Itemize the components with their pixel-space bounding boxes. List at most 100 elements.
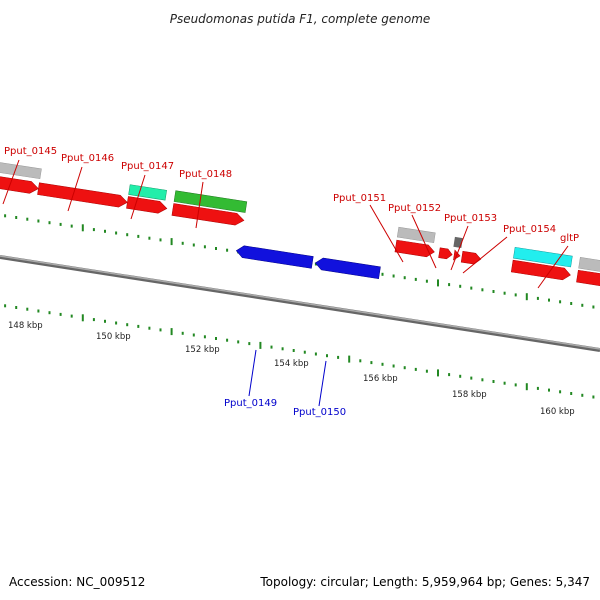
lower-minor-tick bbox=[370, 361, 373, 365]
gene-label-pput0151[interactable]: Pput_0151 bbox=[333, 193, 386, 204]
cds-forward-gltp[interactable] bbox=[576, 269, 600, 292]
feature-gray-pput0151[interactable] bbox=[396, 226, 436, 244]
gene-label-pput0146[interactable]: Pput_0146 bbox=[61, 153, 114, 164]
scale-label-156: 156 kbp bbox=[363, 374, 398, 384]
scale-label-148: 148 kbp bbox=[8, 321, 43, 331]
upper-major-tick bbox=[437, 279, 439, 287]
upper-minor-tick bbox=[314, 262, 317, 266]
lower-minor-tick bbox=[492, 380, 495, 383]
lower-major-tick bbox=[525, 383, 528, 391]
lower-minor-tick bbox=[192, 333, 195, 337]
cds-forward-pput0151[interactable] bbox=[394, 239, 435, 258]
lower-minor-tick bbox=[159, 328, 162, 332]
upper-minor-tick bbox=[381, 272, 384, 276]
lower-minor-tick bbox=[248, 342, 251, 346]
lower-minor-tick bbox=[59, 312, 62, 316]
upper-minor-tick bbox=[48, 221, 51, 225]
gene-label-pput0153[interactable]: Pput_0153 bbox=[444, 213, 497, 224]
cds-forward-pput0145[interactable] bbox=[0, 172, 39, 195]
forward-cds-track bbox=[0, 172, 600, 292]
upper-minor-tick bbox=[15, 216, 18, 219]
cds-reverse-pput0149[interactable] bbox=[235, 245, 314, 269]
upper-minor-tick bbox=[481, 288, 484, 292]
outer-feature-track bbox=[0, 158, 600, 278]
lower-minor-tick bbox=[37, 309, 40, 313]
lower-major-tick bbox=[437, 369, 439, 377]
upper-minor-tick bbox=[148, 236, 151, 240]
upper-minor-tick bbox=[37, 219, 40, 223]
gene-labels: Pput_0145 Pput_0146 Pput_0147 Pput_0148 … bbox=[4, 146, 579, 418]
feature-teal-pput0147[interactable] bbox=[128, 184, 167, 201]
gene-label-pput0149[interactable]: Pput_0149 bbox=[224, 398, 277, 409]
lower-minor-tick bbox=[403, 366, 406, 370]
upper-minor-tick bbox=[425, 279, 428, 283]
upper-minor-tick bbox=[470, 286, 473, 290]
upper-major-tick bbox=[525, 293, 528, 301]
upper-major-tick bbox=[81, 224, 84, 232]
gene-label-pput0150[interactable]: Pput_0150 bbox=[293, 407, 346, 418]
lower-minor-tick bbox=[481, 378, 484, 382]
lower-major-tick bbox=[348, 355, 351, 363]
lower-minor-tick bbox=[392, 364, 395, 368]
lower-minor-tick bbox=[226, 338, 229, 342]
upper-minor-tick bbox=[559, 300, 562, 304]
upper-minor-tick bbox=[514, 293, 517, 297]
gene-label-pput0154[interactable]: Pput_0154 bbox=[503, 224, 556, 235]
genome-summary-text: Topology: circular; Length: 5,959,964 bp… bbox=[259, 575, 590, 589]
upper-minor-tick bbox=[192, 243, 195, 247]
lower-minor-tick bbox=[326, 354, 328, 358]
lower-minor-tick bbox=[137, 324, 140, 328]
feature-cyan-pput0154[interactable] bbox=[513, 246, 573, 268]
lower-minor-tick bbox=[503, 381, 506, 385]
cds-forward-pput0154[interactable] bbox=[510, 259, 571, 281]
upper-minor-tick bbox=[59, 222, 62, 226]
lower-minor-tick bbox=[215, 337, 217, 340]
scale-label-152: 152 kbp bbox=[185, 345, 220, 355]
upper-minor-tick bbox=[492, 290, 495, 293]
lower-minor-tick bbox=[337, 355, 340, 359]
lower-minor-tick bbox=[181, 331, 184, 335]
lower-minor-tick bbox=[548, 388, 550, 392]
lower-minor-tick bbox=[126, 323, 129, 327]
lower-minor-tick bbox=[559, 390, 562, 394]
lower-minor-tick bbox=[281, 347, 284, 351]
forward-leader-lines bbox=[2, 159, 569, 289]
feature-track bbox=[0, 158, 600, 292]
lower-minor-tick bbox=[359, 359, 362, 363]
feature-gray-gltp[interactable] bbox=[578, 257, 600, 278]
lower-tick-marks bbox=[4, 304, 595, 399]
gene-label-gltp[interactable]: gltP bbox=[560, 233, 579, 244]
accession-text: Accession: NC_009512 bbox=[9, 575, 145, 589]
scale-label-160: 160 kbp bbox=[540, 407, 575, 417]
lower-minor-tick bbox=[104, 319, 106, 323]
feature-green-pput0148[interactable] bbox=[173, 190, 248, 213]
lower-minor-tick bbox=[148, 326, 151, 330]
upper-minor-tick bbox=[215, 247, 217, 250]
lower-minor-tick bbox=[292, 349, 295, 352]
upper-minor-tick bbox=[92, 228, 95, 232]
cds-forward-pput0153[interactable] bbox=[460, 251, 482, 265]
feature-gray-1[interactable] bbox=[0, 158, 42, 180]
upper-minor-tick bbox=[226, 248, 229, 252]
cds-forward-a[interactable] bbox=[438, 247, 453, 260]
gene-label-pput0145[interactable]: Pput_0145 bbox=[4, 146, 57, 157]
cds-forward-pput0146[interactable] bbox=[37, 182, 128, 209]
genome-backbone bbox=[0, 255, 600, 352]
map-title: Pseudomonas putida F1, complete genome bbox=[170, 12, 431, 26]
cds-reverse-pput0150[interactable] bbox=[314, 257, 381, 280]
lower-minor-tick bbox=[15, 306, 18, 309]
reverse-leader-lines bbox=[248, 349, 327, 407]
upper-minor-tick bbox=[592, 305, 595, 309]
lower-minor-tick bbox=[26, 307, 29, 311]
cds-forward-pput0148[interactable] bbox=[171, 203, 245, 227]
gene-label-pput0148[interactable]: Pput_0148 bbox=[179, 169, 232, 180]
upper-minor-tick bbox=[159, 238, 162, 242]
upper-minor-tick bbox=[403, 276, 406, 280]
gene-label-pput0152[interactable]: Pput_0152 bbox=[388, 203, 441, 214]
lower-minor-tick bbox=[425, 369, 428, 373]
lower-minor-tick bbox=[4, 304, 7, 308]
upper-minor-tick bbox=[181, 241, 184, 245]
lower-minor-tick bbox=[237, 340, 240, 344]
gene-label-pput0147[interactable]: Pput_0147 bbox=[121, 161, 174, 172]
lower-major-tick bbox=[259, 341, 262, 349]
